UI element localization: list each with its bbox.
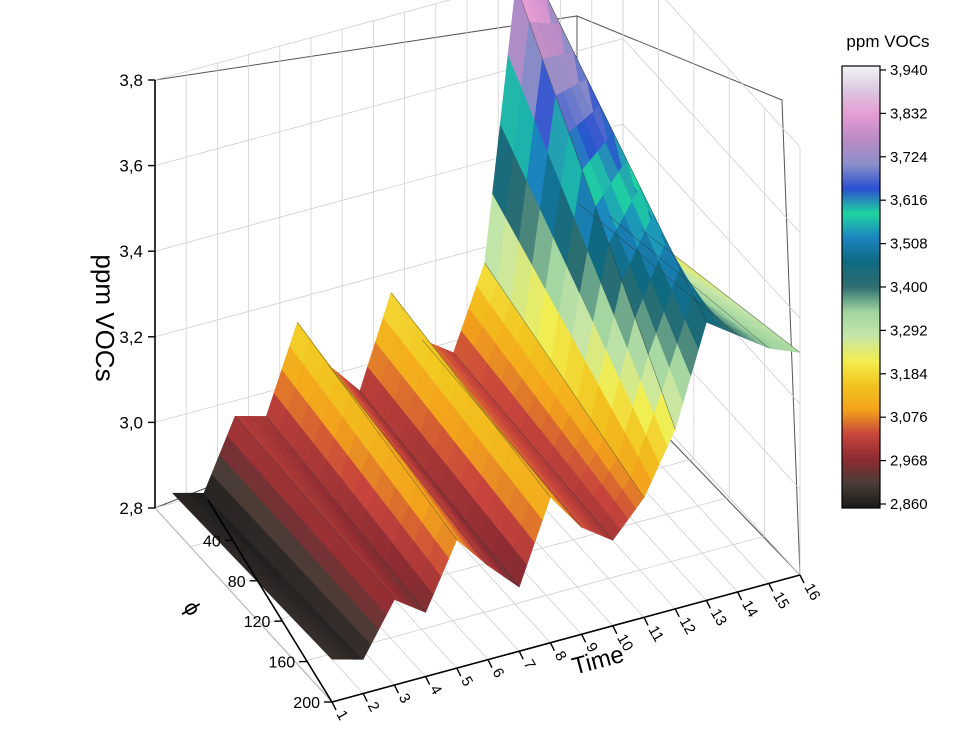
y-tick-label: 160 bbox=[268, 655, 295, 672]
colorbar-label: 3,940 bbox=[890, 62, 928, 79]
surface-mesh-line bbox=[609, 216, 769, 349]
x-tick bbox=[736, 591, 743, 601]
side-wall-gridline bbox=[665, 0, 801, 148]
back-wall-gridline bbox=[154, 0, 452, 81]
x-tick bbox=[643, 617, 649, 626]
x-tick bbox=[705, 600, 712, 609]
surface-mesh-line bbox=[484, 262, 645, 498]
surface-mesh-line bbox=[547, 0, 707, 323]
side-wall-gridline bbox=[622, 123, 801, 319]
surface-mesh-line bbox=[297, 322, 458, 540]
z-axis-label: ppm VOCs bbox=[90, 254, 120, 381]
x-tick bbox=[549, 642, 556, 652]
surface-mesh-line bbox=[390, 292, 551, 498]
colorbar-label: 3,832 bbox=[890, 105, 928, 122]
surface-mesh-line bbox=[234, 416, 395, 600]
z-axis-ticks: 2,8 3,0 3,2 3,4 3,6 3,8 bbox=[119, 71, 155, 518]
z-tick-label: 3,6 bbox=[119, 157, 143, 176]
x-tick bbox=[799, 574, 805, 584]
side-wall-gridline bbox=[622, 38, 801, 233]
x-tick bbox=[362, 693, 368, 702]
colorbar-label: 3,292 bbox=[890, 322, 928, 339]
colorbar-label: 3,508 bbox=[890, 236, 928, 253]
x-tick bbox=[612, 625, 618, 635]
surface-mesh-line bbox=[578, 203, 738, 336]
colorbar-label: 2,860 bbox=[890, 496, 928, 513]
z-tick-label: 2,8 bbox=[119, 499, 143, 518]
surface-mesh-line bbox=[266, 416, 426, 613]
x-tick bbox=[518, 650, 524, 660]
x-tick-label: 10 bbox=[613, 631, 636, 654]
colorbar-title: ppm VOCs bbox=[846, 32, 929, 51]
x-axis-line bbox=[331, 574, 801, 703]
surface-mesh-line bbox=[521, 0, 676, 430]
y-axis-label: ϕ bbox=[179, 597, 207, 620]
surface-mesh-line bbox=[328, 365, 489, 566]
colorbar-label: 3,724 bbox=[890, 149, 928, 166]
surface-mesh-line bbox=[359, 390, 520, 588]
x-tick-label: 15 bbox=[769, 589, 792, 612]
colorbar: ppm VOCs 3,9403,8323,7243,6163,5083,4003… bbox=[841, 32, 930, 513]
x-tick-label: 13 bbox=[707, 606, 730, 629]
y-tick-label: 80 bbox=[228, 574, 246, 591]
colorbar-label: 2,968 bbox=[890, 453, 928, 470]
x-tick bbox=[580, 633, 587, 643]
x-tick bbox=[487, 659, 493, 668]
y-axis-ticks: 40 80 120 160 200 bbox=[203, 533, 332, 712]
x-tick-label: 16 bbox=[801, 581, 824, 604]
x-tick bbox=[393, 684, 400, 694]
surface bbox=[171, 0, 802, 660]
x-tick bbox=[331, 701, 337, 711]
surface-mesh-line bbox=[172, 492, 333, 660]
z-tick-label: 3,8 bbox=[119, 71, 143, 90]
surface-mesh-line bbox=[422, 339, 582, 528]
y-axis-line bbox=[207, 499, 333, 703]
y-tick-label: 40 bbox=[203, 533, 221, 550]
floor-gridline bbox=[154, 507, 333, 703]
x-tick bbox=[424, 676, 431, 685]
colorbar-scale bbox=[841, 65, 881, 509]
z-tick-label: 3,4 bbox=[119, 242, 143, 261]
surface-mesh-line bbox=[203, 493, 364, 660]
x-axis-label: Time bbox=[569, 641, 627, 681]
z-tick-label: 3,0 bbox=[119, 413, 143, 432]
x-tick-label: 14 bbox=[738, 597, 761, 620]
y-tick-label: 200 bbox=[293, 695, 320, 712]
surface-mesh-line bbox=[453, 352, 614, 541]
colorbar-label: 3,400 bbox=[890, 279, 928, 296]
axes bbox=[154, 80, 801, 703]
z-tick-label: 3,2 bbox=[119, 328, 143, 347]
floor-gridline bbox=[296, 535, 765, 664]
surface-mesh-line bbox=[640, 228, 801, 353]
colorbar-labels: 3,940 3,832 3,724 3,616 3,508 3,400 3,292 3,184… bbox=[880, 62, 928, 513]
colorbar-label: 3,184 bbox=[890, 366, 928, 383]
colorbar-label: 3,076 bbox=[890, 409, 928, 426]
x-tick bbox=[456, 667, 462, 677]
x-tick-label: 12 bbox=[676, 614, 699, 637]
x-tick bbox=[674, 608, 680, 618]
colorbar-label: 3,616 bbox=[890, 192, 928, 209]
x-tick-label: 11 bbox=[645, 623, 668, 645]
x-tick bbox=[768, 583, 774, 592]
y-tick-label: 120 bbox=[244, 614, 271, 631]
